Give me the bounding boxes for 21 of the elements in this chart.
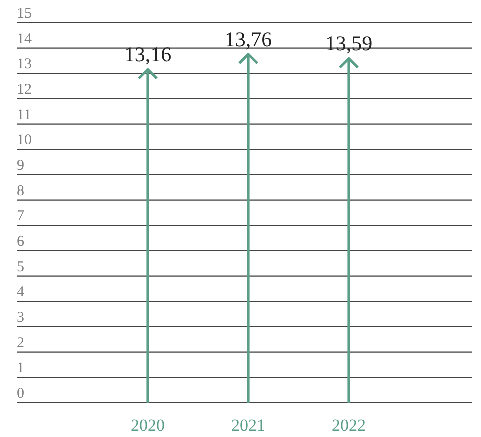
y-tick-label: 11: [17, 107, 32, 124]
y-tick-label: 2: [17, 335, 24, 352]
y-tick-label: 12: [17, 82, 32, 98]
y-tick-label: 14: [17, 31, 32, 48]
y-tick-label: 10: [17, 132, 32, 149]
y-tick-label: 4: [17, 284, 25, 301]
y-tick-label: 1: [17, 360, 24, 377]
y-tick-label: 8: [17, 183, 24, 200]
y-tick-label: 9: [17, 158, 24, 174]
x-tick-label: 2020: [131, 416, 165, 435]
data-label: 13,76: [224, 27, 272, 52]
x-tick-label: 2021: [232, 416, 266, 435]
y-tick-label: 6: [17, 234, 25, 250]
y-tick-label: 7: [17, 208, 25, 225]
x-tick-label: 2022: [332, 416, 366, 435]
y-tick-label: 13: [17, 56, 32, 73]
y-tick-label: 15: [17, 6, 32, 22]
y-tick-label: 5: [17, 259, 24, 276]
y-tick-label: 3: [17, 310, 24, 326]
y-tick-label: 0: [17, 386, 24, 402]
data-label: 13,16: [124, 42, 172, 67]
